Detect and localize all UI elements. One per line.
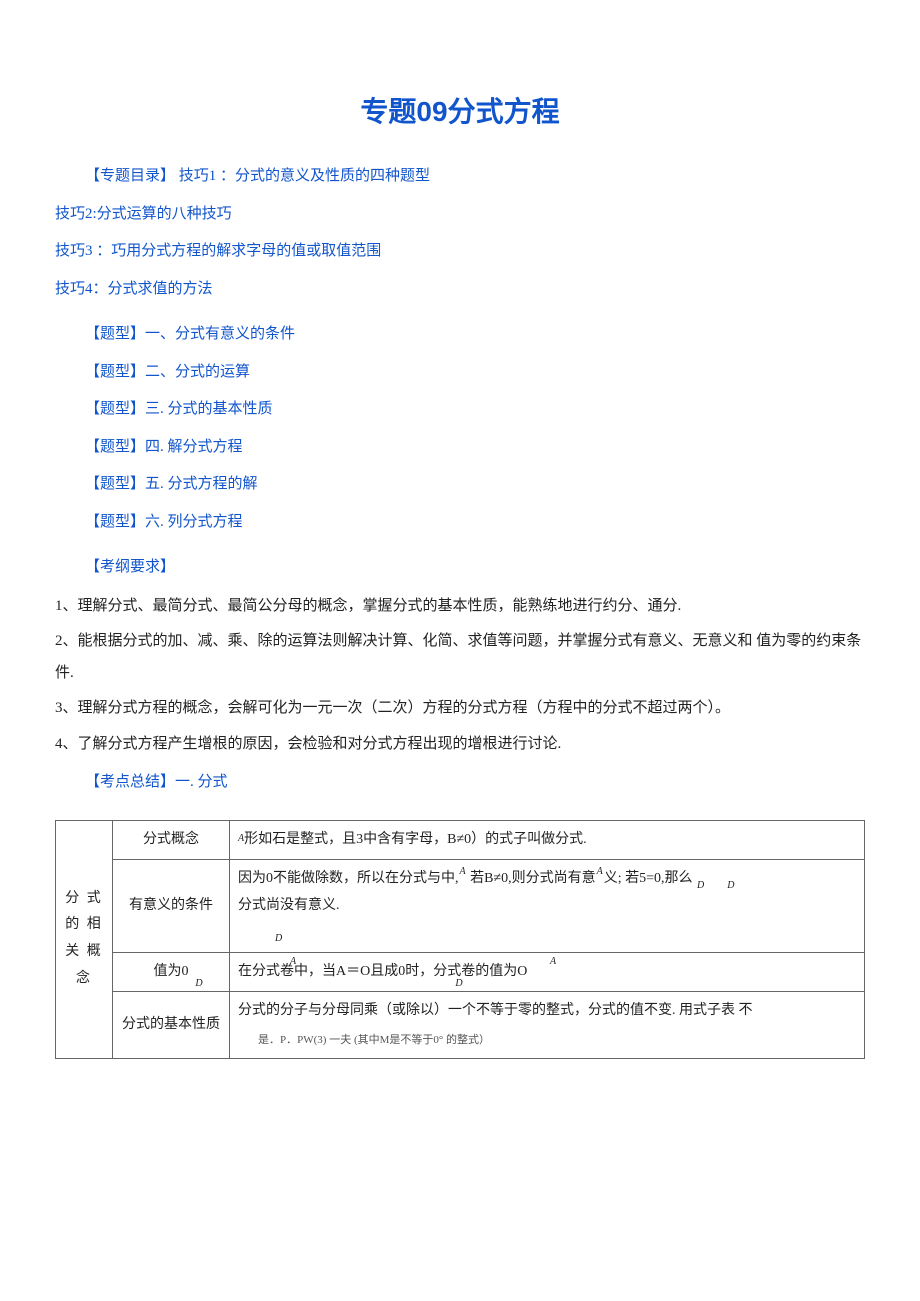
row-content: 分式的分子与分母同乘（或除以）一个不等于零的整式，分式的值不变. 用式子表 不 …	[230, 992, 865, 1058]
exam-req-1: 1、理解分式、最简分式、最简公分母的概念，掌握分式的基本性质，能熟练地进行约分、…	[55, 591, 865, 623]
type-prefix: 【题型】	[85, 401, 145, 417]
row-2-text: 在分式卷中，当A＝O且成0时，分式卷的值为O	[238, 964, 527, 979]
row-label: 分式的基本性质	[113, 992, 230, 1058]
table-row: 分式的基本性质 分式的分子与分母同乘（或除以）一个不等于零的整式，分式的值不变.…	[56, 992, 865, 1058]
side-label-cell: 分 式 的 相 关 概 念	[56, 820, 113, 1058]
skill-1: 技巧1 ：分式的意义及性质的四种题型	[179, 168, 430, 184]
sub-d-icon: D	[455, 974, 462, 993]
row-1-text-b: 若B≠0,则分式尚有意	[467, 871, 596, 886]
sub-d-icon: D	[195, 974, 202, 993]
row-1-text-c: 义; 若5=0,那么	[604, 871, 696, 886]
exam-req-3: 3、理解分式方程的概念，会解可化为一元一次（二次）方程的分式方程（方程中的分式不…	[55, 693, 865, 725]
type-1: 【题型】一、分式有意义的条件	[55, 316, 865, 354]
sub-d-icon: D	[727, 880, 734, 891]
concept-table: 分 式 的 相 关 概 念 分式概念 A形如石是整式，且3中含有字母，B≠0）的…	[55, 820, 865, 1059]
type-4: 【题型】四. 解分式方程	[55, 429, 865, 467]
table-row: 分 式 的 相 关 概 念 分式概念 A形如石是整式，且3中含有字母，B≠0）的…	[56, 820, 865, 860]
row-1-line2: 分式尚没有意义.	[238, 898, 340, 913]
page-title: 专题09分式方程	[55, 90, 865, 130]
row-content: A A 在分式卷中，当A＝O且成0时，分式卷的值为O D D	[230, 952, 865, 992]
skill-3: 技巧3 ：巧用分式方程的解求字母的值或取值范围	[55, 233, 865, 271]
table-row: 值为0 A A 在分式卷中，当A＝O且成0时，分式卷的值为O D D	[56, 952, 865, 992]
table-row: 有意义的条件 因为0不能做除数，所以在分式与中,A 若B≠0,则分式尚有意A义;…	[56, 860, 865, 953]
skill-4: 技巧4：分式求值的方法	[55, 271, 865, 309]
exam-req-label: 【考纲要求】	[55, 549, 865, 587]
type-2-text: 二、分式的运算	[145, 364, 250, 380]
type-4-text: 四. 解分式方程	[145, 439, 243, 455]
exam-req-4: 4、了解分式方程产生增根的原因，会检验和对分式方程出现的增根进行讨论.	[55, 729, 865, 761]
sub-d-icon: D	[697, 880, 704, 891]
type-6: 【题型】六. 列分式方程	[55, 504, 865, 542]
type-prefix: 【题型】	[85, 326, 145, 342]
type-3-text: 三. 分式的基本性质	[145, 401, 273, 417]
row-0-text: 形如石是整式，且3中含有字母，B≠0）的式子叫做分式.	[244, 832, 587, 847]
type-6-text: 六. 列分式方程	[145, 514, 243, 530]
exam-req-2: 2、能根据分式的加、减、乘、除的运算法则解决计算、化简、求值等问题，并掌握分式有…	[55, 626, 865, 689]
type-prefix: 【题型】	[85, 514, 145, 530]
type-2: 【题型】二、分式的运算	[55, 354, 865, 392]
catalog-label: 【专题目录】	[85, 168, 179, 184]
type-1-text: 一、分式有意义的条件	[145, 326, 295, 342]
row-content: 因为0不能做除数，所以在分式与中,A 若B≠0,则分式尚有意A义; 若5=0,那…	[230, 860, 865, 953]
sup-a-icon: A	[290, 952, 296, 971]
skill-2: 技巧2:分式运算的八种技巧	[55, 196, 865, 234]
side-label: 分 式 的 相 关 概 念	[65, 891, 103, 986]
tiny-note: 是．P．PW(3) 一夫 (其中M是不等于0° 的整式）	[258, 1034, 490, 1046]
row-label: 分式概念	[113, 820, 230, 860]
type-3: 【题型】三. 分式的基本性质	[55, 391, 865, 429]
catalog-line: 【专题目录】 技巧1 ：分式的意义及性质的四种题型	[55, 158, 865, 196]
type-prefix: 【题型】	[85, 364, 145, 380]
sup-a-icon: A	[550, 952, 556, 971]
sup-a-icon: A	[597, 866, 603, 877]
row-content: A形如石是整式，且3中含有字母，B≠0）的式子叫做分式.	[230, 820, 865, 860]
sup-a-icon: A	[460, 866, 466, 877]
row-label: 有意义的条件	[113, 860, 230, 953]
type-5-text: 五. 分式方程的解	[145, 476, 258, 492]
summary-label: 【考点总结】一. 分式	[55, 764, 865, 802]
sub-d-icon: D	[275, 933, 282, 944]
row-label: 值为0	[113, 952, 230, 992]
type-prefix: 【题型】	[85, 476, 145, 492]
row-1-text-a: 因为0不能做除数，所以在分式与中,	[238, 871, 459, 886]
type-prefix: 【题型】	[85, 439, 145, 455]
row-3-text: 分式的分子与分母同乘（或除以）一个不等于零的整式，分式的值不变. 用式子表 不	[238, 1003, 753, 1018]
type-5: 【题型】五. 分式方程的解	[55, 466, 865, 504]
